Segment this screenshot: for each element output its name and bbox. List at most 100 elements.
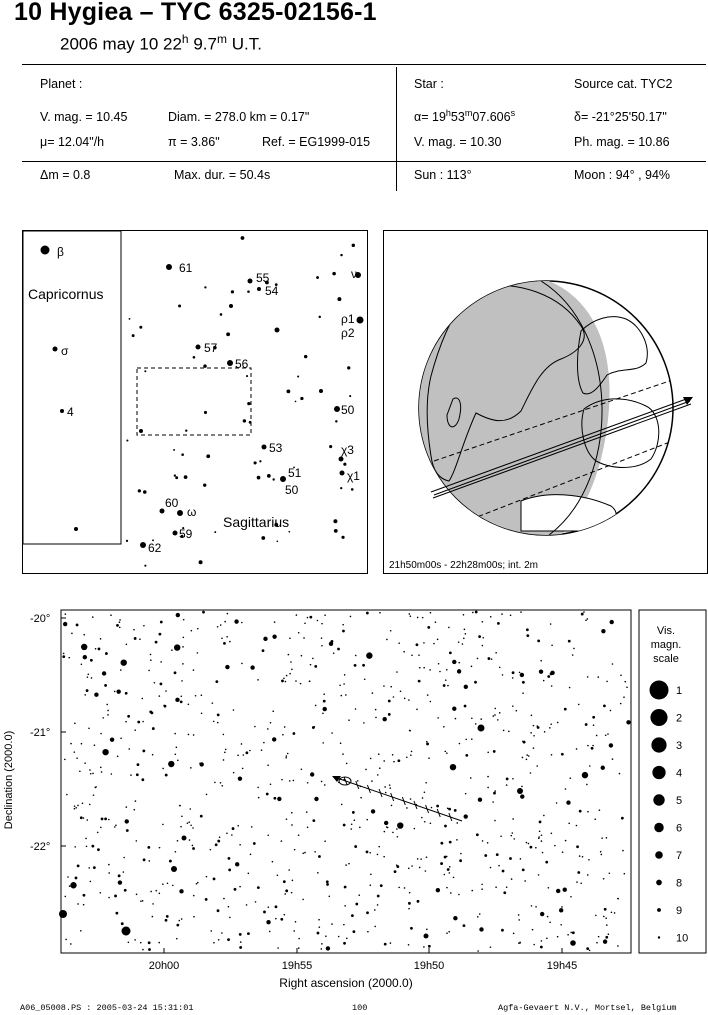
field-star: [273, 621, 276, 623]
field-star: [136, 763, 140, 767]
event-datetime: 2006 may 10 22h 9.7m U.T.: [60, 32, 262, 54]
field-star: [91, 616, 94, 618]
finder-star: [180, 534, 184, 538]
field-star: [66, 793, 68, 796]
field-star: [222, 733, 225, 736]
field-star: [392, 831, 394, 834]
field-star: [501, 674, 504, 676]
finder-star: [335, 420, 338, 423]
field-star: [104, 817, 107, 821]
bright-field-star: [477, 724, 485, 732]
field-star: [442, 684, 446, 687]
field-star: [374, 708, 377, 711]
field-star: [445, 855, 448, 858]
legend-magnitude-label: 1: [676, 685, 682, 697]
field-star: [403, 650, 405, 653]
field-star: [116, 755, 119, 758]
field-star: [383, 855, 385, 858]
field-star: [204, 898, 208, 901]
field-star: [592, 724, 595, 726]
finder-star-label: 56: [235, 357, 249, 371]
field-star: [232, 709, 235, 711]
field-star: [547, 675, 551, 678]
field-star: [608, 743, 614, 748]
field-star: [518, 919, 520, 921]
field-star: [150, 659, 152, 661]
finder-star: [355, 272, 361, 278]
finder-star: [172, 530, 178, 536]
field-star: [165, 915, 169, 918]
field-star: [601, 837, 603, 839]
field-star: [592, 715, 596, 719]
field-star: [471, 889, 474, 892]
field-star: [376, 853, 379, 856]
field-star: [492, 750, 496, 753]
finder-star-label: 61: [179, 261, 193, 275]
field-star: [162, 823, 164, 826]
capricornus-frame: [23, 231, 122, 545]
path-ticks: [343, 776, 453, 822]
field-star: [397, 759, 401, 763]
finder-star-label: ω: [187, 505, 196, 519]
field-star: [376, 894, 380, 898]
field-star: [247, 932, 250, 936]
path-time-tick: [343, 776, 348, 786]
finder-star: [294, 400, 297, 403]
finder-star: [183, 475, 188, 479]
field-star: [309, 615, 313, 619]
field-star: [540, 659, 542, 662]
finder-star: [347, 366, 351, 370]
field-star: [64, 895, 67, 898]
field-star: [141, 697, 144, 700]
field-star: [470, 665, 473, 668]
field-star: [387, 713, 391, 716]
path-time-tick: [401, 796, 406, 806]
star-vmag: V. mag. = 10.30: [414, 135, 502, 149]
field-star: [175, 612, 181, 618]
field-star: [384, 786, 386, 788]
field-star: [179, 804, 181, 807]
field-star: [196, 652, 199, 654]
field-star: [297, 631, 300, 634]
field-star: [241, 621, 243, 624]
field-star: [107, 709, 109, 712]
field-star: [289, 672, 291, 675]
finder-star: [300, 396, 304, 401]
field-star: [383, 820, 389, 826]
field-star: [437, 662, 440, 665]
field-star: [423, 666, 425, 669]
field-star: [478, 913, 481, 915]
field-star: [218, 836, 221, 838]
field-star: [510, 878, 513, 880]
field-star: [605, 837, 608, 839]
field-star: [424, 870, 427, 872]
field-star: [408, 699, 410, 701]
field-star: [617, 945, 619, 947]
field-star: [158, 892, 161, 895]
field-star: [613, 912, 616, 914]
field-star: [594, 818, 597, 820]
footer-file-info: A06_05008.PS : 2005-03-24 15:31:01: [20, 1003, 194, 1013]
max-duration: Max. dur. = 50.4s: [174, 168, 271, 182]
field-star: [297, 834, 300, 836]
field-star: [241, 767, 244, 770]
field-star: [175, 697, 180, 703]
field-star: [588, 949, 591, 952]
field-star: [578, 855, 581, 857]
finder-star: [349, 395, 352, 398]
field-star: [290, 661, 292, 663]
field-star: [314, 704, 317, 707]
field-star: [521, 680, 525, 684]
field-star: [256, 886, 260, 890]
footer-organization: Agfa-Gevaert N.V., Mortsel, Belgium: [498, 1003, 677, 1013]
field-star: [291, 824, 293, 826]
field-star: [288, 780, 291, 782]
field-star: [62, 652, 65, 655]
field-star: [343, 885, 347, 889]
field-star: [423, 946, 425, 948]
bright-field-star: [517, 788, 523, 794]
field-star: [125, 829, 129, 832]
field-star: [119, 669, 122, 671]
field-star: [403, 697, 406, 700]
field-star: [446, 886, 448, 889]
